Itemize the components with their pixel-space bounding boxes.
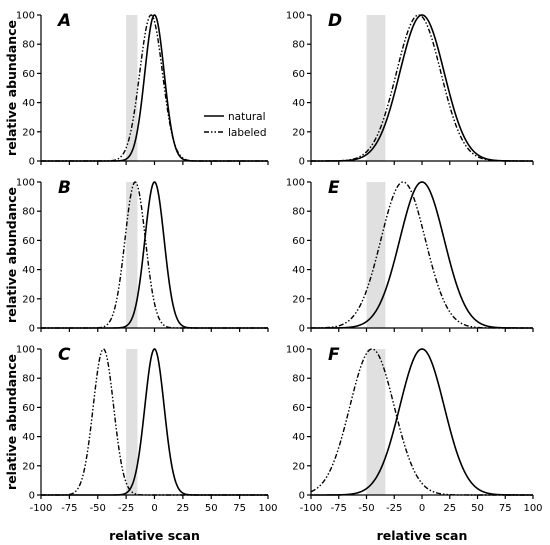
y-tick-label: 80 bbox=[292, 374, 305, 385]
series-labeled-line bbox=[41, 181, 268, 329]
x-tick-label: 25 bbox=[443, 503, 456, 514]
panel-f: 0 20 40 60 80 100 -100 -75 -50 -25 0 25 50 75 100 relat… bbox=[286, 345, 543, 544]
series-labeled-line bbox=[310, 348, 533, 496]
y-tick-label: 40 bbox=[292, 98, 305, 109]
y-tick-label: 60 bbox=[292, 69, 305, 80]
y-tick-label: 0 bbox=[29, 491, 35, 502]
panel-e: 0 20 40 60 80 100 E bbox=[286, 178, 534, 335]
x-tick-label: -100 bbox=[30, 503, 53, 514]
series-labeled-line bbox=[311, 14, 533, 162]
y-tick-label: 100 bbox=[286, 178, 305, 189]
y-axis-title: relative abundance bbox=[4, 354, 19, 490]
shaded-band bbox=[126, 349, 138, 495]
y-tick-label: 80 bbox=[22, 207, 35, 218]
legend-labeled-label: labeled bbox=[228, 127, 267, 139]
x-tick-label: -100 bbox=[300, 503, 323, 514]
y-tick-label: 20 bbox=[292, 461, 305, 472]
y-tick-label: 80 bbox=[292, 40, 305, 51]
y-tick-label: 40 bbox=[292, 265, 305, 276]
y-tick-label: 80 bbox=[22, 40, 35, 51]
y-tick-label: 100 bbox=[286, 11, 305, 22]
series-labeled-line bbox=[41, 348, 268, 496]
x-tick-label: -50 bbox=[358, 503, 374, 514]
x-tick-label: -25 bbox=[118, 503, 134, 514]
x-tick-label: 100 bbox=[258, 503, 277, 514]
x-tick-label: -25 bbox=[386, 503, 402, 514]
y-tick-label: 20 bbox=[22, 461, 35, 472]
y-tick-label: 40 bbox=[22, 432, 35, 443]
panel-letter: F bbox=[328, 345, 340, 365]
series-natural-line bbox=[311, 181, 533, 329]
y-tick-label: 60 bbox=[22, 236, 35, 247]
y-tick-label: 60 bbox=[22, 69, 35, 80]
y-tick-label: 40 bbox=[22, 265, 35, 276]
y-tick-label: 80 bbox=[22, 374, 35, 385]
series-labeled-line bbox=[41, 14, 268, 162]
x-tick-label: 100 bbox=[523, 503, 542, 514]
x-tick-label: 0 bbox=[419, 503, 425, 514]
x-tick-label: 50 bbox=[471, 503, 484, 514]
series-labeled-line bbox=[311, 181, 533, 329]
legend-natural-label: natural bbox=[228, 111, 266, 123]
panel-letter: D bbox=[328, 11, 342, 31]
y-tick-label: 100 bbox=[16, 11, 35, 22]
y-tick-label: 0 bbox=[299, 157, 305, 168]
y-tick-label: 40 bbox=[292, 432, 305, 443]
panel-letter: E bbox=[328, 178, 340, 198]
y-tick-label: 0 bbox=[299, 324, 305, 335]
series-natural-line bbox=[311, 348, 533, 496]
y-tick-label: 60 bbox=[292, 403, 305, 414]
panel-letter: A bbox=[56, 11, 71, 31]
y-tick-label: 100 bbox=[16, 178, 35, 189]
x-tick-label: 25 bbox=[177, 503, 190, 514]
x-tick-label: 0 bbox=[151, 503, 157, 514]
x-tick-label: -50 bbox=[90, 503, 106, 514]
x-tick-label: 50 bbox=[205, 503, 218, 514]
series-natural-line bbox=[311, 14, 533, 162]
shaded-band bbox=[366, 182, 386, 328]
y-tick-label: 20 bbox=[22, 127, 35, 138]
y-tick-label: 60 bbox=[22, 403, 35, 414]
shaded-band bbox=[126, 15, 138, 161]
y-tick-label: 0 bbox=[299, 491, 305, 502]
y-tick-label: 20 bbox=[22, 294, 35, 305]
y-tick-label: 100 bbox=[286, 345, 305, 356]
x-tick-label: -75 bbox=[61, 503, 77, 514]
series-natural-line bbox=[41, 348, 268, 496]
legend: natural labeled bbox=[204, 111, 267, 139]
panel-d: 0 20 40 60 80 100 D bbox=[286, 11, 534, 168]
x-tick-label: -75 bbox=[331, 503, 347, 514]
shaded-band bbox=[126, 182, 138, 328]
x-tick-label: 75 bbox=[233, 503, 246, 514]
panel-letter: B bbox=[58, 178, 71, 198]
y-tick-label: 100 bbox=[16, 345, 35, 356]
x-axis-title: relative scan bbox=[109, 528, 200, 543]
y-tick-label: 60 bbox=[292, 236, 305, 247]
y-tick-label: 20 bbox=[292, 127, 305, 138]
y-tick-label: 0 bbox=[29, 324, 35, 335]
panel-letter: C bbox=[58, 345, 71, 365]
shaded-band bbox=[366, 349, 386, 495]
y-axis-title: relative abundance bbox=[4, 20, 19, 156]
series-natural-line bbox=[41, 14, 268, 162]
y-tick-label: 0 bbox=[29, 157, 35, 168]
x-axis-title: relative scan bbox=[377, 528, 468, 543]
y-tick-label: 20 bbox=[292, 294, 305, 305]
y-axis-title: relative abundance bbox=[4, 187, 19, 323]
y-tick-label: 80 bbox=[292, 207, 305, 218]
y-tick-label: 40 bbox=[22, 98, 35, 109]
shaded-band bbox=[366, 15, 386, 161]
x-tick-label: 75 bbox=[499, 503, 512, 514]
